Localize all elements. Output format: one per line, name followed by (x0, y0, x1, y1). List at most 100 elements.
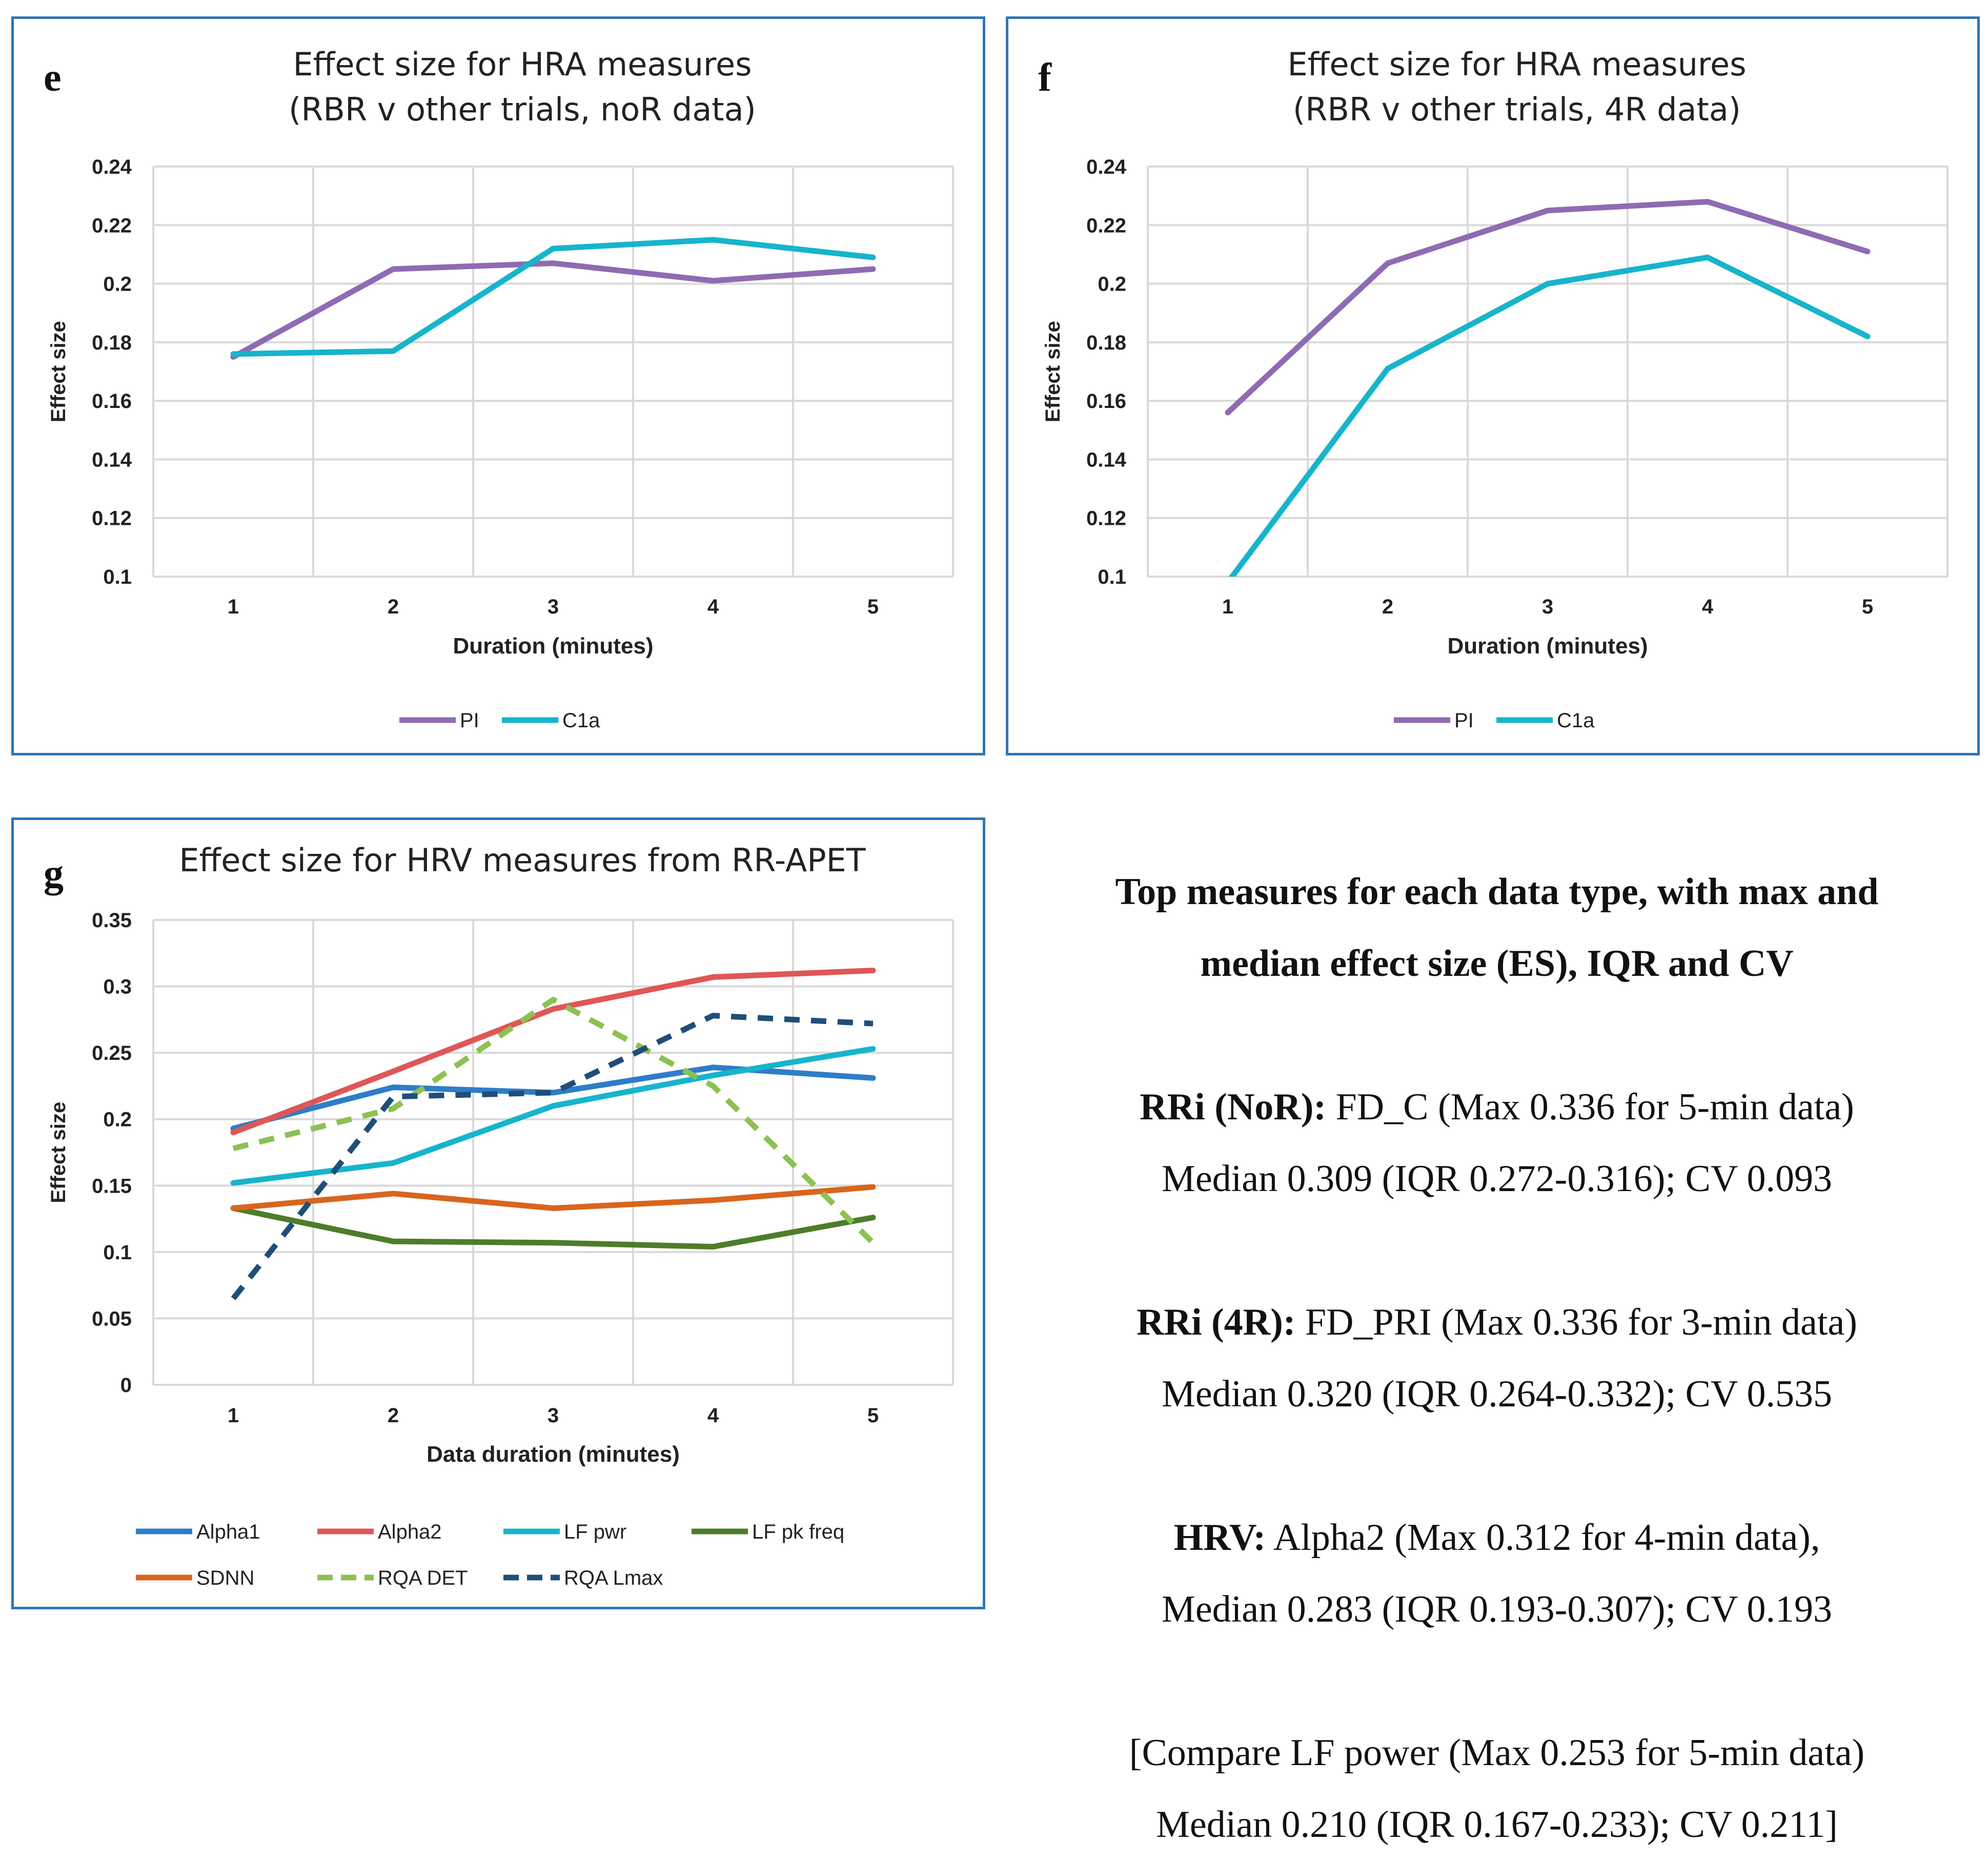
legend-label-g: Alpha2 (378, 1521, 442, 1543)
chart-title-e-line1: Effect size for HRA measures (293, 46, 752, 83)
chart-g-svg: g Effect size for HRV measures from RR-AP… (44, 842, 954, 1589)
x-tick-label-f: 3 (1542, 596, 1553, 618)
legend-label-g: SDNN (196, 1567, 254, 1589)
series-line-e-pi (230, 260, 876, 360)
series-line-f-pi (1225, 199, 1871, 416)
legend-label-f: PI (1454, 709, 1474, 732)
x-tick-label-g: 3 (547, 1404, 559, 1427)
x-axis-title-e: Duration (minutes) (453, 633, 653, 659)
x-tick-label-f: 1 (1222, 596, 1233, 618)
chart-f-svg: f Effect size for HRA measures (RBR v othe… (1038, 46, 1949, 732)
x-axis-title-g: Data duration (minutes) (427, 1442, 680, 1467)
summary-heading-line1: Top measures for each data type, with ma… (1115, 871, 1879, 913)
x-tick-label-f: 2 (1382, 596, 1393, 618)
panel-letter-g: g (44, 851, 64, 895)
chart-panel-f: f Effect size for HRA measures (RBR v othe… (1006, 16, 1980, 755)
summary-heading-line2: median effect size (ES), IQR and CV (1200, 943, 1794, 985)
summary-block-3-label: HRV: (1173, 1517, 1266, 1559)
y-tick-label-g: 0.3 (103, 976, 132, 998)
legend-label-e: PI (460, 709, 479, 732)
y-tick-label-g: 0.1 (103, 1241, 132, 1264)
summary-block-2-text: FD_PRI (Max 0.336 for 3-min data) (1295, 1301, 1857, 1343)
y-tick-label-g: 0.05 (92, 1307, 132, 1330)
x-tick-label-e: 1 (228, 596, 239, 618)
y-tick-label-g: 0.25 (92, 1042, 132, 1065)
series-line-g-alpha1 (230, 1065, 876, 1132)
x-tick-label-g: 4 (707, 1404, 719, 1427)
chart-title-e-line2: (RBR v other trials, noR data) (289, 91, 756, 128)
x-tick-label-g: 5 (867, 1404, 879, 1427)
x-tick-label-f: 5 (1862, 596, 1873, 618)
series-line-g-lf-pwr (230, 1046, 876, 1186)
x-tick-label-g: 2 (388, 1404, 399, 1427)
legend-label-g: Alpha1 (196, 1521, 260, 1543)
plot-area-g (230, 967, 876, 1300)
chart-panel-g: g Effect size for HRV measures from RR-AP… (11, 817, 985, 1609)
x-tick-label-e: 3 (547, 596, 559, 618)
y-tick-label-e: 0.12 (92, 507, 132, 530)
summary-block-1-text: FD_C (Max 0.336 for 5-min data) (1326, 1086, 1854, 1128)
y-tick-label-f: 0.2 (1098, 273, 1126, 296)
series-line-f-c1a (1228, 254, 1871, 577)
summary-block-2-label: RRi (4R): (1137, 1301, 1296, 1343)
legend-label-e: C1a (562, 709, 600, 732)
summary-compare-line2: Median 0.210 (IQR 0.167-0.233); CV 0.211… (1156, 1804, 1838, 1846)
x-axis-title-f: Duration (minutes) (1447, 633, 1648, 659)
summary-block-3-text: Alpha2 (Max 0.312 for 4-min data), (1266, 1517, 1820, 1559)
y-tick-label-f: 0.1 (1098, 566, 1126, 588)
chart-title-f-line1: Effect size for HRA measures (1287, 46, 1746, 83)
y-tick-label-f: 0.14 (1086, 448, 1127, 471)
summary-block-2-line2: Median 0.320 (IQR 0.264-0.332); CV 0.535 (1162, 1373, 1832, 1415)
y-tick-label-e: 0.22 (92, 214, 132, 237)
series-line-g-lf-pk-freq (230, 1205, 876, 1250)
y-tick-label-e: 0.2 (103, 273, 132, 296)
y-tick-label-g: 0.2 (103, 1109, 132, 1131)
y-tick-label-g: 0 (120, 1374, 132, 1397)
legend-label-g: LF pk freq (752, 1521, 844, 1543)
series-line-g-rqa-lmax (231, 1013, 874, 1300)
summary-block-3-line1: HRV: Alpha2 (Max 0.312 for 4-min data), (1005, 1502, 1988, 1573)
y-tick-label-f: 0.24 (1086, 156, 1127, 178)
y-tick-label-e: 0.24 (92, 156, 132, 178)
summary-text: Top measures for each data type, with ma… (1005, 856, 1988, 1860)
y-axis-title-f: Effect size (1042, 321, 1064, 422)
y-tick-label-e: 0.18 (92, 332, 132, 354)
plot-area-f (1225, 199, 1871, 577)
y-axis-title-g: Effect size (47, 1102, 70, 1203)
summary-block-1-label: RRi (NoR): (1140, 1086, 1327, 1128)
summary-block-3-line2: Median 0.283 (IQR 0.193-0.307); CV 0.193 (1162, 1588, 1832, 1630)
legend-label-g: LF pwr (564, 1521, 626, 1543)
y-tick-label-g: 0.15 (92, 1175, 132, 1197)
chart-e-svg: e Effect size for HRA measures (RBR v othe… (44, 46, 954, 732)
y-tick-label-e: 0.1 (103, 566, 132, 588)
x-tick-label-e: 2 (388, 596, 399, 618)
legend-label-g: RQA DET (378, 1567, 468, 1589)
chart-panel-e: e Effect size for HRA measures (RBR v othe… (11, 16, 985, 755)
y-tick-label-f: 0.18 (1086, 332, 1126, 354)
plot-area-e (230, 237, 876, 360)
series-line-g-sdnn (230, 1184, 876, 1211)
summary-block-1-line1: RRi (NoR): FD_C (Max 0.336 for 5-min dat… (1005, 1071, 1988, 1143)
chart-title-g-line1: Effect size for HRV measures from RR-APE… (179, 842, 866, 879)
y-tick-label-g: 0.35 (92, 909, 132, 932)
y-tick-label-f: 0.22 (1086, 214, 1126, 237)
y-tick-label-f: 0.16 (1086, 390, 1126, 413)
x-tick-label-f: 4 (1702, 596, 1714, 618)
legend-label-f: C1a (1557, 709, 1595, 732)
y-tick-label-e: 0.14 (92, 448, 132, 471)
summary-block-1-line2: Median 0.309 (IQR 0.272-0.316); CV 0.093 (1162, 1158, 1832, 1200)
summary-compare-line1: [Compare LF power (Max 0.253 for 5-min d… (1129, 1732, 1865, 1774)
panel-letter-e: e (44, 55, 62, 99)
y-axis-title-e: Effect size (47, 321, 70, 422)
x-tick-label-e: 4 (707, 596, 719, 618)
chart-title-f-line2: (RBR v other trials, 4R data) (1293, 91, 1741, 128)
panel-letter-f: f (1038, 55, 1052, 99)
series-line-g-alpha2 (230, 967, 876, 1136)
series-line-e-c1a (230, 237, 876, 357)
x-tick-label-g: 1 (228, 1404, 239, 1427)
y-tick-label-e: 0.16 (92, 390, 132, 413)
x-tick-label-e: 5 (867, 596, 879, 618)
y-tick-label-f: 0.12 (1086, 507, 1126, 530)
summary-block-2-line1: RRi (4R): FD_PRI (Max 0.336 for 3-min da… (1005, 1286, 1988, 1358)
legend-label-g: RQA Lmax (564, 1567, 663, 1589)
